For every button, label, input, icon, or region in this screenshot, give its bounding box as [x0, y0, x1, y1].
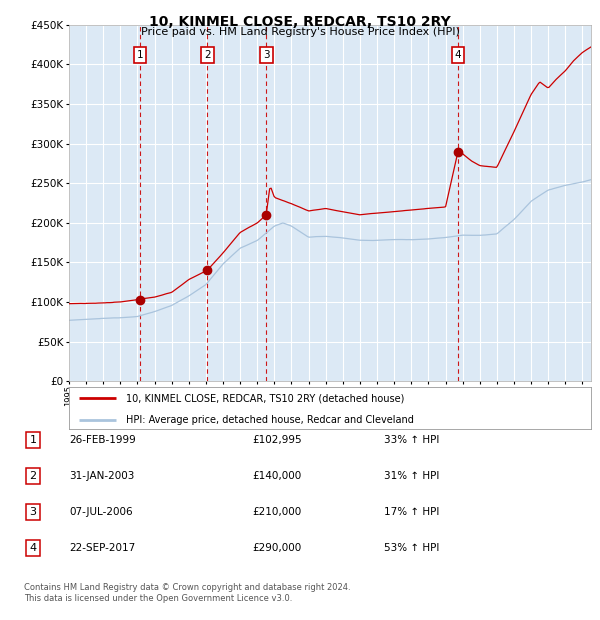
Text: 53% ↑ HPI: 53% ↑ HPI: [384, 543, 439, 553]
Text: This data is licensed under the Open Government Licence v3.0.: This data is licensed under the Open Gov…: [24, 595, 292, 603]
Text: 10, KINMEL CLOSE, REDCAR, TS10 2RY (detached house): 10, KINMEL CLOSE, REDCAR, TS10 2RY (deta…: [127, 393, 405, 403]
Text: HPI: Average price, detached house, Redcar and Cleveland: HPI: Average price, detached house, Redc…: [127, 415, 414, 425]
Text: 1: 1: [29, 435, 37, 445]
Text: £140,000: £140,000: [252, 471, 301, 481]
Text: 4: 4: [29, 543, 37, 553]
Text: 33% ↑ HPI: 33% ↑ HPI: [384, 435, 439, 445]
Text: Contains HM Land Registry data © Crown copyright and database right 2024.: Contains HM Land Registry data © Crown c…: [24, 583, 350, 592]
Text: 31-JAN-2003: 31-JAN-2003: [69, 471, 134, 481]
Text: 2: 2: [204, 50, 211, 60]
Text: £290,000: £290,000: [252, 543, 301, 553]
Text: 4: 4: [455, 50, 461, 60]
Text: 31% ↑ HPI: 31% ↑ HPI: [384, 471, 439, 481]
Text: £102,995: £102,995: [252, 435, 302, 445]
Text: 22-SEP-2017: 22-SEP-2017: [69, 543, 135, 553]
Text: Price paid vs. HM Land Registry's House Price Index (HPI): Price paid vs. HM Land Registry's House …: [140, 27, 460, 37]
Text: 3: 3: [29, 507, 37, 517]
Text: 1: 1: [137, 50, 143, 60]
Text: 2: 2: [29, 471, 37, 481]
Text: £210,000: £210,000: [252, 507, 301, 517]
Text: 07-JUL-2006: 07-JUL-2006: [69, 507, 133, 517]
Text: 3: 3: [263, 50, 269, 60]
Text: 26-FEB-1999: 26-FEB-1999: [69, 435, 136, 445]
Text: 10, KINMEL CLOSE, REDCAR, TS10 2RY: 10, KINMEL CLOSE, REDCAR, TS10 2RY: [149, 16, 451, 30]
Text: 17% ↑ HPI: 17% ↑ HPI: [384, 507, 439, 517]
